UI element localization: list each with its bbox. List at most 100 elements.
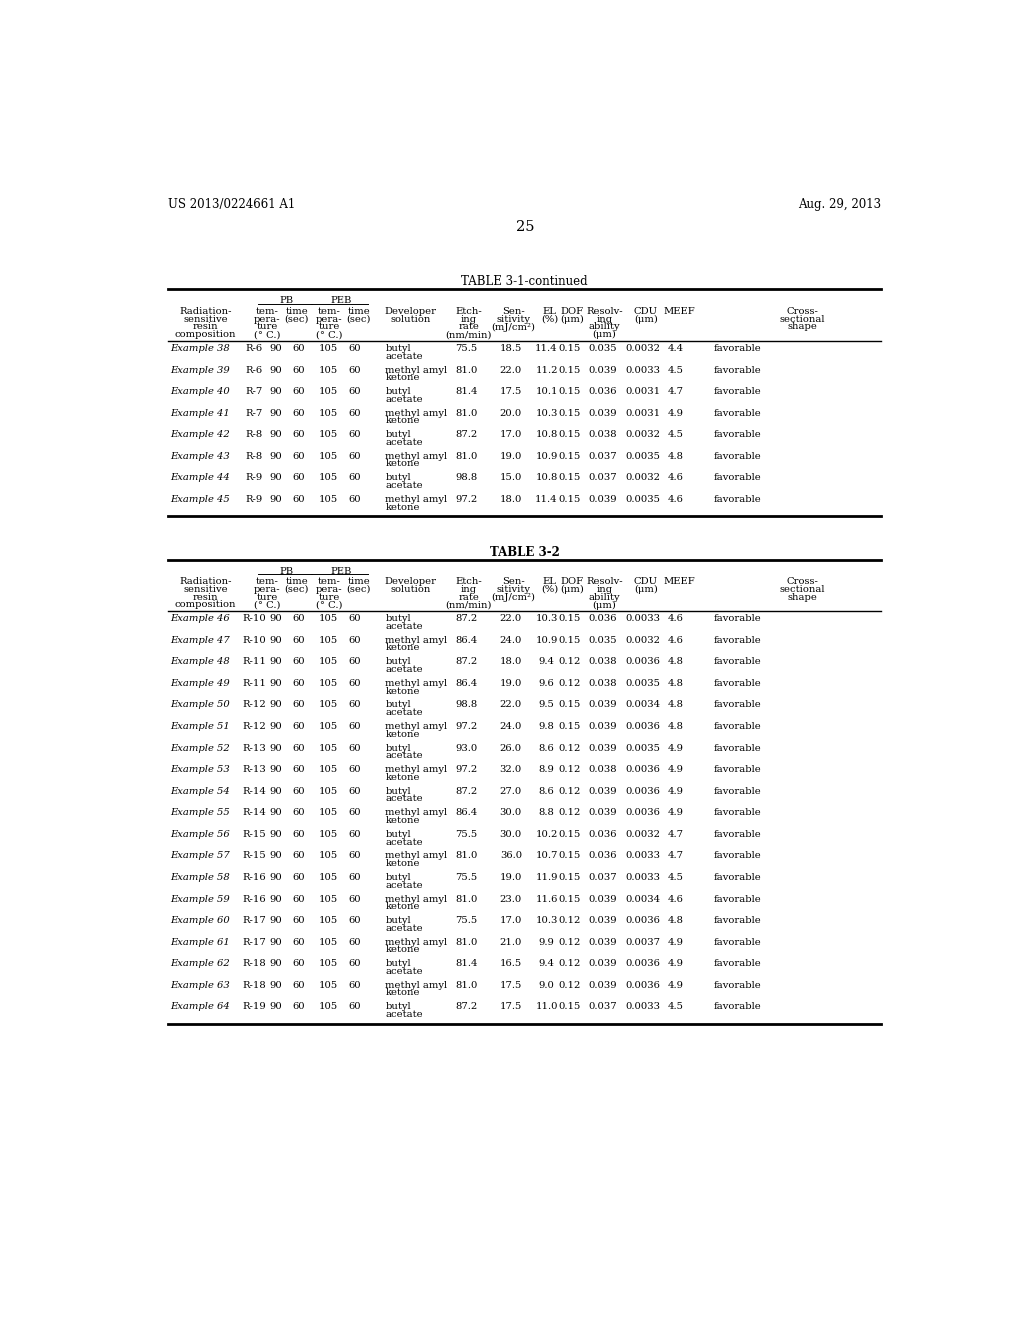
- Text: R-13: R-13: [243, 766, 266, 774]
- Text: Cross-: Cross-: [786, 577, 818, 586]
- Text: (nm/min): (nm/min): [445, 330, 493, 339]
- Text: 4.5: 4.5: [668, 1002, 684, 1011]
- Text: 105: 105: [318, 657, 338, 667]
- Text: 0.037: 0.037: [588, 451, 616, 461]
- Text: methyl amyl: methyl amyl: [385, 636, 447, 644]
- Text: R-8: R-8: [246, 430, 263, 440]
- Text: 60: 60: [292, 636, 305, 644]
- Text: (mJ/cm²): (mJ/cm²): [492, 593, 536, 602]
- Text: 0.039: 0.039: [588, 895, 616, 903]
- Text: 18.5: 18.5: [500, 345, 522, 352]
- Text: 0.15: 0.15: [558, 1002, 581, 1011]
- Text: Radiation-: Radiation-: [179, 308, 231, 315]
- Text: 60: 60: [348, 873, 360, 882]
- Text: 60: 60: [348, 409, 360, 417]
- Text: 0.15: 0.15: [558, 614, 581, 623]
- Text: 4.9: 4.9: [668, 937, 684, 946]
- Text: 97.2: 97.2: [456, 495, 478, 504]
- Text: Example 46: Example 46: [170, 614, 229, 623]
- Text: 90: 90: [269, 937, 282, 946]
- Text: 0.0034: 0.0034: [625, 895, 660, 903]
- Text: 90: 90: [269, 830, 282, 838]
- Text: 10.8: 10.8: [536, 430, 558, 440]
- Text: 60: 60: [292, 960, 305, 968]
- Text: 0.15: 0.15: [558, 636, 581, 644]
- Text: methyl amyl: methyl amyl: [385, 409, 447, 417]
- Text: favorable: favorable: [713, 830, 761, 838]
- Text: 0.0036: 0.0036: [626, 657, 660, 667]
- Text: 10.8: 10.8: [536, 474, 558, 482]
- Text: 105: 105: [318, 430, 338, 440]
- Text: Example 48: Example 48: [170, 657, 229, 667]
- Text: Example 38: Example 38: [170, 345, 229, 352]
- Text: 0.0032: 0.0032: [625, 636, 660, 644]
- Text: 60: 60: [348, 474, 360, 482]
- Text: 18.0: 18.0: [500, 495, 522, 504]
- Text: R-12: R-12: [243, 701, 266, 709]
- Text: 4.9: 4.9: [668, 766, 684, 774]
- Text: 0.0036: 0.0036: [626, 981, 660, 990]
- Text: Cross-: Cross-: [786, 308, 818, 315]
- Text: pera-: pera-: [254, 585, 281, 594]
- Text: acetate: acetate: [385, 622, 423, 631]
- Text: 98.8: 98.8: [456, 474, 478, 482]
- Text: 81.4: 81.4: [456, 387, 478, 396]
- Text: Example 56: Example 56: [170, 830, 229, 838]
- Text: 0.15: 0.15: [558, 873, 581, 882]
- Text: Example 50: Example 50: [170, 701, 229, 709]
- Text: 0.039: 0.039: [588, 366, 616, 375]
- Text: (sec): (sec): [347, 314, 372, 323]
- Text: 16.5: 16.5: [500, 960, 522, 968]
- Text: methyl amyl: methyl amyl: [385, 451, 447, 461]
- Text: 0.15: 0.15: [558, 851, 581, 861]
- Text: R-10: R-10: [243, 636, 266, 644]
- Text: 60: 60: [292, 678, 305, 688]
- Text: pera-: pera-: [316, 585, 343, 594]
- Text: 0.036: 0.036: [588, 851, 616, 861]
- Text: PB: PB: [280, 566, 294, 576]
- Text: 0.0036: 0.0036: [626, 916, 660, 925]
- Text: 0.035: 0.035: [588, 345, 616, 352]
- Text: acetate: acetate: [385, 351, 423, 360]
- Text: (mJ/cm²): (mJ/cm²): [492, 322, 536, 331]
- Text: 60: 60: [292, 614, 305, 623]
- Text: 105: 105: [318, 981, 338, 990]
- Text: (μm): (μm): [560, 585, 584, 594]
- Text: 90: 90: [269, 409, 282, 417]
- Text: butyl: butyl: [385, 614, 411, 623]
- Text: butyl: butyl: [385, 387, 411, 396]
- Text: R-9: R-9: [246, 474, 263, 482]
- Text: butyl: butyl: [385, 787, 411, 796]
- Text: 0.0031: 0.0031: [625, 409, 660, 417]
- Text: Example 58: Example 58: [170, 873, 229, 882]
- Text: 105: 105: [318, 873, 338, 882]
- Text: 0.12: 0.12: [558, 678, 581, 688]
- Text: Example 59: Example 59: [170, 895, 229, 903]
- Text: (° C.): (° C.): [254, 601, 281, 610]
- Text: 0.0035: 0.0035: [625, 451, 660, 461]
- Text: 4.9: 4.9: [668, 960, 684, 968]
- Text: butyl: butyl: [385, 743, 411, 752]
- Text: 60: 60: [348, 345, 360, 352]
- Text: PEB: PEB: [331, 296, 352, 305]
- Text: 18.0: 18.0: [500, 657, 522, 667]
- Text: tem-: tem-: [256, 308, 279, 315]
- Text: R-16: R-16: [243, 873, 266, 882]
- Text: 0.0034: 0.0034: [625, 701, 660, 709]
- Text: 10.1: 10.1: [536, 387, 558, 396]
- Text: 0.039: 0.039: [588, 960, 616, 968]
- Text: 4.7: 4.7: [668, 387, 684, 396]
- Text: 60: 60: [348, 636, 360, 644]
- Text: acetate: acetate: [385, 708, 423, 717]
- Text: 0.039: 0.039: [588, 916, 616, 925]
- Text: 105: 105: [318, 937, 338, 946]
- Text: 24.0: 24.0: [500, 636, 522, 644]
- Text: favorable: favorable: [713, 960, 761, 968]
- Text: 0.039: 0.039: [588, 409, 616, 417]
- Text: PB: PB: [280, 296, 294, 305]
- Text: 86.4: 86.4: [456, 636, 478, 644]
- Text: 4.9: 4.9: [668, 787, 684, 796]
- Text: 60: 60: [348, 766, 360, 774]
- Text: rate: rate: [459, 322, 479, 331]
- Text: (° C.): (° C.): [316, 601, 343, 610]
